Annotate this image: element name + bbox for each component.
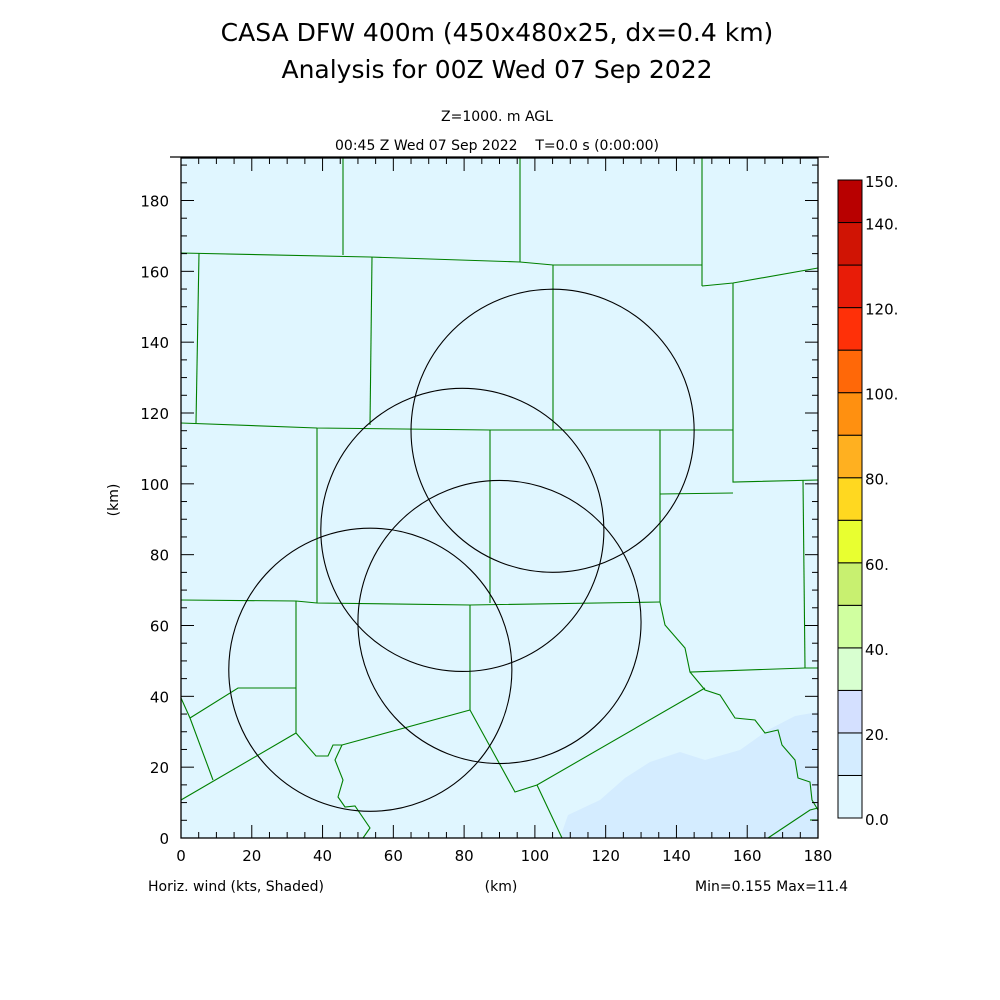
y-tick-label: 140: [140, 334, 169, 352]
colorbar-bin: [837, 689, 863, 734]
footer-field-label: Horiz. wind (kts, Shaded): [148, 879, 324, 895]
colorbar-bin: [837, 222, 863, 266]
y-tick-label: 60: [150, 618, 169, 636]
county-boundary: [334, 744, 371, 839]
colorbar-bin: [837, 434, 863, 479]
colorbar-label: 0.0: [865, 811, 889, 829]
x-tick-label: 0: [176, 847, 186, 865]
colorbar-label: 140.: [865, 216, 898, 234]
colorbar-bin: [837, 604, 863, 649]
y-tick-label: 20: [150, 759, 169, 777]
x-tick-label: 180: [804, 847, 833, 865]
colorbar-bin: [837, 179, 863, 224]
colorbar-bin: [837, 562, 863, 606]
y-tick-label: 0: [159, 830, 169, 848]
footer-minmax: Min=0.155 Max=11.4: [695, 879, 848, 895]
county-boundary: [189, 687, 296, 719]
colorbar-bin: [837, 307, 863, 351]
colorbar-bin: [837, 732, 863, 776]
x-tick-label: 160: [733, 847, 762, 865]
subtitle-time: 00:45 Z Wed 07 Sep 2022 T=0.0 s (0:00:00…: [335, 138, 659, 154]
colorbar-bin: [837, 349, 863, 394]
x-tick-label: 20: [242, 847, 261, 865]
colorbar-label: 60.: [865, 556, 889, 574]
radar-range-ring: [410, 288, 695, 573]
subtitle-level: Z=1000. m AGL: [441, 109, 553, 125]
colorbar-label: 20.: [865, 726, 889, 744]
county-boundary: [180, 687, 706, 801]
colorbar-bin: [837, 774, 863, 819]
x-tick-label: 120: [591, 847, 620, 865]
colorbar-bin: [837, 647, 863, 691]
county-boundary: [180, 697, 214, 781]
title-line2: Analysis for 00Z Wed 07 Sep 2022: [281, 55, 712, 84]
county-boundary: [536, 784, 563, 839]
x-tick-label: 100: [521, 847, 550, 865]
radar-range-ring: [320, 387, 605, 672]
colorbar-bin: [837, 264, 863, 309]
axes: 0 20 40 60 80 100 120 140 160 180 0 20 40 60 80 100 120 1…: [140, 157, 833, 865]
county-boundary: [689, 671, 819, 811]
radar-range-ring: [228, 527, 513, 812]
radar-range-ring: [357, 479, 642, 765]
x-tick-label: 80: [455, 847, 474, 865]
county-boundary: [767, 807, 819, 839]
colorbar-label: 150.: [865, 173, 898, 191]
county-boundary: [369, 256, 373, 426]
county-boundary: [732, 283, 819, 483]
title-line1: CASA DFW 400m (450x480x25, dx=0.4 km): [221, 18, 774, 47]
county-boundary: [802, 479, 806, 669]
x-tick-label: 40: [313, 847, 332, 865]
wind-field-background: [181, 158, 818, 838]
county-boundary: [659, 601, 818, 673]
colorbar-bin: [837, 392, 863, 436]
county-boundary: [195, 252, 200, 424]
y-tick-label: 40: [150, 688, 169, 706]
colorbar-bin: [837, 519, 863, 564]
y-tick-label: 80: [150, 547, 169, 565]
colorbar-label: 40.: [865, 641, 889, 659]
y-tick-label: 180: [140, 193, 169, 211]
county-boundary: [180, 599, 661, 606]
colorbar-bin: [837, 477, 863, 521]
x-tick-label: 140: [662, 847, 691, 865]
x-axis-label: (km): [485, 879, 518, 895]
y-tick-label: 100: [140, 476, 169, 494]
county-boundary: [659, 492, 734, 495]
y-tick-label: 160: [140, 263, 169, 281]
colorbar-label: 120.: [865, 301, 898, 319]
colorbar-label: 80.: [865, 471, 889, 489]
colorbar: 0.0 20. 40. 60. 80. 100. 120. 140. 150.: [837, 173, 898, 829]
map-plot-area: [180, 158, 819, 839]
y-tick-label: 120: [140, 405, 169, 423]
wind-shaded-region: [560, 712, 818, 838]
y-axis-label: (km): [106, 484, 122, 517]
colorbar-label: 100.: [865, 386, 898, 404]
x-tick-label: 60: [384, 847, 403, 865]
